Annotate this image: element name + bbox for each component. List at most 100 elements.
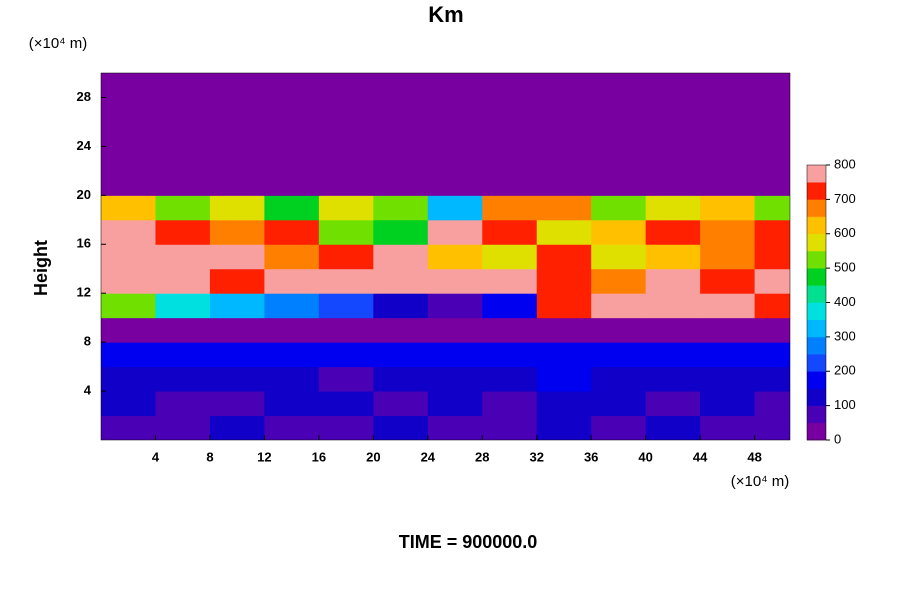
- field-cell: [536, 415, 592, 440]
- field-cell: [754, 121, 790, 147]
- field-cell: [264, 342, 320, 368]
- field-cell: [591, 97, 647, 123]
- field-cell: [427, 244, 483, 270]
- x-tick-label: 12: [257, 449, 271, 464]
- field-cell: [482, 342, 538, 368]
- field-cell: [155, 293, 211, 319]
- x-tick-label: 20: [366, 449, 380, 464]
- colorbar-swatch: [807, 422, 826, 441]
- field-cell: [591, 293, 647, 319]
- field-cell: [318, 244, 374, 270]
- field-cell: [155, 268, 211, 294]
- field-cell: [209, 415, 265, 440]
- field-cell: [754, 293, 790, 319]
- field-cell: [591, 342, 647, 368]
- x-tick-label: 44: [693, 449, 708, 464]
- field-cell: [754, 195, 790, 221]
- field-cell: [264, 366, 320, 392]
- field-cell: [427, 366, 483, 392]
- field-cell: [700, 391, 756, 417]
- field-cell: [754, 415, 790, 440]
- colorbar-tick-label: 0: [834, 431, 841, 446]
- y-tick-label: 16: [77, 236, 91, 251]
- field-cell: [209, 146, 265, 172]
- field-cell: [264, 268, 320, 294]
- field-cell: [700, 146, 756, 172]
- field-cell: [427, 415, 483, 440]
- field: [101, 73, 790, 440]
- field-cell: [373, 121, 429, 147]
- colorbar-tick-label: 600: [834, 225, 856, 240]
- field-cell: [482, 293, 538, 319]
- field-cell: [591, 195, 647, 221]
- field-cell: [373, 97, 429, 123]
- field-cell: [155, 73, 211, 98]
- field-cell: [700, 268, 756, 294]
- field-cell: [209, 170, 265, 196]
- field-cell: [482, 391, 538, 417]
- field-cell: [536, 121, 592, 147]
- field-cell: [700, 195, 756, 221]
- plot-frame: [100, 72, 791, 441]
- field-cell: [209, 244, 265, 270]
- colorbar-tick-label: 400: [834, 294, 856, 309]
- field-cell: [645, 342, 701, 368]
- field-cell: [101, 391, 156, 417]
- field-cell: [754, 170, 790, 196]
- field-cell: [427, 219, 483, 245]
- field-cell: [427, 146, 483, 172]
- field-cell: [645, 219, 701, 245]
- field-cell: [373, 366, 429, 392]
- field-cell: [101, 170, 156, 196]
- field-cell: [482, 244, 538, 270]
- field-cell: [318, 195, 374, 221]
- field-cell: [591, 121, 647, 147]
- field-cell: [427, 170, 483, 196]
- field-cell: [536, 366, 592, 392]
- field-cell: [591, 391, 647, 417]
- field-cell: [754, 219, 790, 245]
- field-cell: [591, 268, 647, 294]
- field-cell: [318, 146, 374, 172]
- field-cell: [482, 195, 538, 221]
- x-tick-label: 36: [584, 449, 598, 464]
- field-cell: [482, 73, 538, 98]
- field-cell: [101, 219, 156, 245]
- field-cell: [101, 293, 156, 319]
- field-cell: [482, 170, 538, 196]
- field-cell: [700, 219, 756, 245]
- field-cell: [373, 342, 429, 368]
- field-cell: [427, 391, 483, 417]
- field-cell: [373, 415, 429, 440]
- field-cell: [318, 415, 374, 440]
- colorbar-tick-label: 200: [834, 363, 856, 378]
- field-cell: [101, 73, 156, 98]
- field-cell: [700, 317, 756, 343]
- field-cell: [700, 73, 756, 98]
- field-cell: [373, 195, 429, 221]
- field-cell: [155, 219, 211, 245]
- x-tick-label: 16: [312, 449, 326, 464]
- colorbar-tick-label: 500: [834, 260, 856, 275]
- field-cell: [645, 244, 701, 270]
- x-tick-label: 32: [529, 449, 543, 464]
- field-cell: [645, 195, 701, 221]
- colorbar-swatch: [807, 216, 826, 235]
- field-cell: [645, 391, 701, 417]
- field-cell: [536, 219, 592, 245]
- field-cell: [209, 268, 265, 294]
- field-cell: [101, 121, 156, 147]
- field-cell: [155, 97, 211, 123]
- x-tick-label: 4: [152, 449, 160, 464]
- field-cell: [101, 317, 156, 343]
- y-tick-label: 4: [84, 383, 92, 398]
- field-cell: [645, 97, 701, 123]
- field-cell: [645, 293, 701, 319]
- field-cell: [427, 97, 483, 123]
- field-cell: [645, 73, 701, 98]
- y-tick-label: 12: [77, 285, 91, 300]
- chart-title: Km: [428, 2, 463, 27]
- field-cell: [482, 146, 538, 172]
- field-cell: [591, 219, 647, 245]
- field-cell: [700, 415, 756, 440]
